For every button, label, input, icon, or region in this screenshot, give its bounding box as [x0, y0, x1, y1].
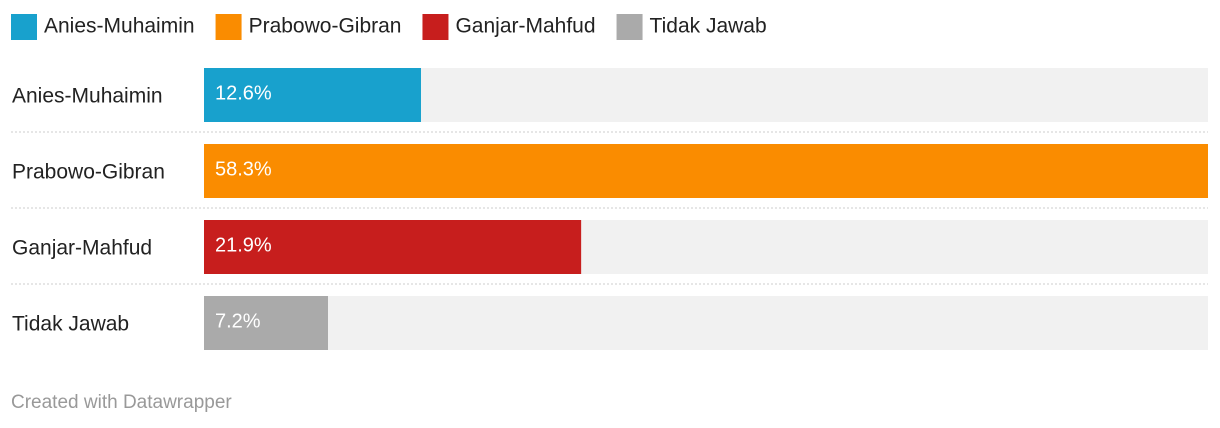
bar: [204, 296, 328, 350]
legend-label: Prabowo-Gibran: [249, 15, 402, 38]
legend-label: Anies-Muhaimin: [44, 15, 195, 38]
category-label: Tidak Jawab: [12, 313, 129, 336]
value-label: 21.9%: [215, 234, 272, 256]
value-label: 12.6%: [215, 82, 272, 104]
legend-label: Tidak Jawab: [650, 15, 767, 38]
category-label: Anies-Muhaimin: [12, 85, 163, 108]
legend-swatch: [422, 14, 449, 40]
legend-swatch: [11, 14, 37, 40]
legend-swatch: [616, 14, 643, 40]
legend-label: Ganjar-Mahfud: [455, 15, 595, 38]
category-label: Prabowo-Gibran: [12, 161, 165, 184]
category-label: Ganjar-Mahfud: [12, 237, 152, 260]
legend-swatch: [215, 14, 242, 40]
value-label: 58.3%: [215, 158, 272, 180]
credit: Created with Datawrapper: [11, 392, 232, 413]
bar: [204, 144, 1208, 198]
bar-track: [204, 296, 1208, 350]
bar: [204, 220, 582, 274]
value-label: 7.2%: [215, 310, 261, 332]
bar: [204, 68, 421, 122]
